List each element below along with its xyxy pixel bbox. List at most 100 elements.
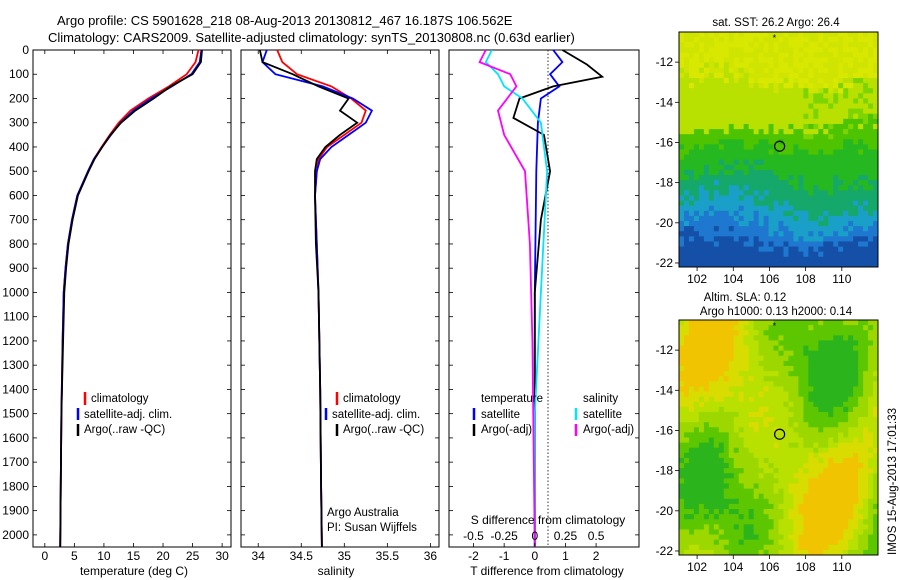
heatmap-cell xyxy=(803,503,809,510)
heatmap-cell xyxy=(788,149,795,156)
heatmap-cell xyxy=(833,164,839,171)
heatmap-cell xyxy=(823,473,829,479)
heatmap-cell xyxy=(713,72,720,79)
heatmap-cell xyxy=(798,519,804,525)
heatmap-cell xyxy=(843,205,849,212)
heatmap-cell xyxy=(808,215,814,222)
heatmap-cell xyxy=(743,427,750,433)
heatmap-cell xyxy=(748,149,755,156)
heatmap-cell xyxy=(868,437,874,444)
heatmap-cell xyxy=(753,42,760,48)
heatmap-cell xyxy=(683,42,690,48)
heatmap-cell xyxy=(863,350,869,357)
heatmap-cell xyxy=(723,325,730,331)
heatmap-cell xyxy=(823,468,829,474)
heatmap-cell xyxy=(768,422,775,428)
heatmap-cell xyxy=(679,483,685,490)
heatmap-cell xyxy=(808,488,814,495)
heatmap-cell xyxy=(873,320,878,326)
heatmap-cell xyxy=(813,544,819,551)
heatmap-cell xyxy=(783,437,790,444)
heatmap-cell xyxy=(803,514,809,520)
heatmap-cell xyxy=(843,98,849,105)
heatmap-cell xyxy=(733,478,740,485)
heatmap-cell xyxy=(683,32,690,38)
heatmap-cell xyxy=(698,493,705,500)
heatmap-cell xyxy=(828,221,834,227)
heatmap-cell xyxy=(833,134,839,140)
map-lat-label: -20 xyxy=(656,504,674,518)
heatmap-cell xyxy=(783,77,790,84)
heatmap-cell xyxy=(798,473,804,479)
heatmap-cell xyxy=(833,251,839,258)
heatmap-cell xyxy=(698,37,705,43)
heatmap-cell xyxy=(743,57,750,64)
heatmap-cell xyxy=(728,261,735,267)
heatmap-cell xyxy=(708,345,715,352)
heatmap-cell xyxy=(703,457,710,464)
heatmap-cell xyxy=(703,452,710,459)
heatmap-cell xyxy=(763,437,770,444)
heatmap-cell xyxy=(738,529,745,536)
heatmap-cell xyxy=(838,544,844,551)
heatmap-cell xyxy=(698,360,705,367)
heatmap-cell xyxy=(768,442,775,449)
heatmap-cell xyxy=(848,514,854,520)
heatmap-cell xyxy=(823,72,829,79)
heatmap-cell xyxy=(803,524,809,531)
heatmap-cell xyxy=(838,325,844,331)
heatmap-cell xyxy=(733,261,740,267)
heatmap-cell xyxy=(873,98,878,105)
heatmap-cell xyxy=(873,345,878,352)
heatmap-cell xyxy=(848,88,854,94)
heatmap-cell xyxy=(813,427,819,433)
heatmap-cell xyxy=(873,256,878,263)
heatmap-cell xyxy=(753,226,760,232)
heatmap-cell xyxy=(813,93,819,100)
heatmap-cell xyxy=(798,529,804,536)
heatmap-cell xyxy=(713,514,720,520)
heatmap-cell xyxy=(818,154,824,161)
heatmap-cell xyxy=(828,427,834,433)
heatmap-cell xyxy=(818,432,824,439)
heatmap-cell xyxy=(868,200,874,207)
sla-map-axes: 102 104 106 108 110-12-14-16-18-20-22* xyxy=(656,321,852,574)
heatmap-cell xyxy=(848,345,854,352)
heatmap-cell xyxy=(848,241,854,248)
heatmap-cell xyxy=(803,330,809,336)
map-lon-label: 106 xyxy=(759,272,779,286)
heatmap-cell xyxy=(833,83,839,89)
heatmap-cell xyxy=(693,37,700,43)
heatmap-cell xyxy=(743,47,750,54)
heatmap-cell xyxy=(863,483,869,490)
heatmap-cell xyxy=(838,113,844,120)
heatmap-cell xyxy=(723,67,730,74)
heatmap-cell xyxy=(838,478,844,485)
heatmap-cell xyxy=(743,417,750,423)
heatmap-cell xyxy=(728,47,735,54)
heatmap-cell xyxy=(788,57,795,64)
heatmap-cell xyxy=(783,37,790,43)
heatmap-cell xyxy=(679,452,685,459)
heatmap-cell xyxy=(768,175,775,181)
heatmap-cell xyxy=(679,422,685,428)
heatmap-cell xyxy=(723,529,730,536)
heatmap-cell xyxy=(763,473,770,479)
heatmap-cell xyxy=(718,52,725,59)
heatmap-cell xyxy=(858,371,864,377)
heatmap-cell xyxy=(873,417,878,423)
heatmap-cell xyxy=(823,129,829,135)
heatmap-cell xyxy=(818,236,824,243)
heatmap-cell xyxy=(768,190,775,197)
temperature-legend: climatology satellite-adj. clim. Argo(..… xyxy=(76,392,172,436)
heatmap-cell xyxy=(868,330,874,336)
heatmap-cell xyxy=(728,200,735,207)
heatmap-cell xyxy=(753,83,760,89)
heatmap-cell xyxy=(773,539,780,546)
heatmap-cell xyxy=(748,83,755,89)
heatmap-cell xyxy=(753,144,760,151)
heatmap-cell xyxy=(683,83,690,89)
heatmap-cell xyxy=(723,360,730,367)
heatmap-cell xyxy=(783,185,790,191)
